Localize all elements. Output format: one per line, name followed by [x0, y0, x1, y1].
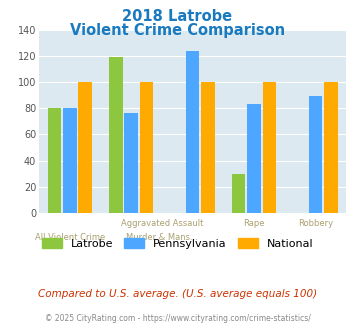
- Text: Murder & Mans...: Murder & Mans...: [126, 233, 198, 242]
- Bar: [247, 104, 261, 213]
- Text: © 2025 CityRating.com - https://www.cityrating.com/crime-statistics/: © 2025 CityRating.com - https://www.city…: [45, 314, 310, 323]
- Bar: [109, 57, 122, 213]
- Text: Robbery: Robbery: [298, 219, 333, 228]
- Bar: [48, 108, 61, 213]
- Text: Rape: Rape: [243, 219, 265, 228]
- Bar: [308, 96, 322, 213]
- Bar: [78, 82, 92, 213]
- Bar: [232, 174, 245, 213]
- Text: Compared to U.S. average. (U.S. average equals 100): Compared to U.S. average. (U.S. average …: [38, 289, 317, 299]
- Text: Violent Crime Comparison: Violent Crime Comparison: [70, 23, 285, 38]
- Bar: [63, 108, 77, 213]
- Bar: [201, 82, 215, 213]
- Text: 2018 Latrobe: 2018 Latrobe: [122, 9, 233, 24]
- Bar: [324, 82, 338, 213]
- Bar: [186, 50, 200, 213]
- Text: All Violent Crime: All Violent Crime: [35, 233, 105, 242]
- Bar: [124, 114, 138, 213]
- Bar: [140, 82, 153, 213]
- Legend: Latrobe, Pennsylvania, National: Latrobe, Pennsylvania, National: [37, 234, 318, 253]
- Bar: [263, 82, 276, 213]
- Text: Aggravated Assault: Aggravated Assault: [121, 219, 203, 228]
